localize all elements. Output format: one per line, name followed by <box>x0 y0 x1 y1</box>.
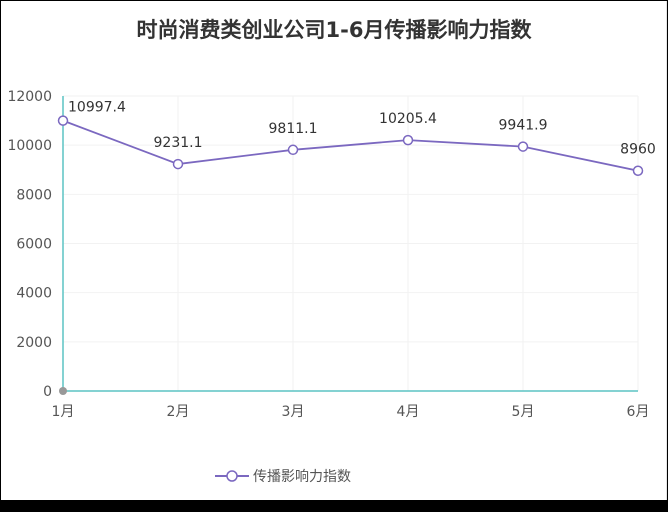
y-tick-label: 10000 <box>7 138 52 154</box>
x-tick-label: 6月 <box>627 404 650 420</box>
legend-label: 传播影响力指数 <box>253 469 351 485</box>
y-tick-label: 0 <box>43 384 52 400</box>
data-label: 9941.9 <box>499 118 548 134</box>
data-label: 9811.1 <box>269 121 318 137</box>
data-label: 9231.1 <box>154 135 203 151</box>
x-tick-label: 4月 <box>397 404 420 420</box>
data-label: 10997.4 <box>68 100 126 116</box>
data-label: 8960 <box>620 142 656 158</box>
legend[interactable]: 传播影响力指数 <box>215 466 351 486</box>
x-tick-label: 3月 <box>282 404 305 420</box>
series-line <box>62 119 639 172</box>
data-point[interactable] <box>57 115 69 126</box>
x-tick-label: 1月 <box>52 404 75 420</box>
x-tick-label: 2月 <box>167 404 190 420</box>
chart-frame <box>1 1 667 500</box>
data-point[interactable] <box>287 144 299 156</box>
data-point[interactable] <box>517 141 529 152</box>
x-tick-label: 5月 <box>512 404 535 420</box>
origin-dot <box>59 387 67 395</box>
y-tick-label: 8000 <box>16 187 52 203</box>
data-label: 10205.4 <box>379 111 437 127</box>
y-tick-label: 12000 <box>7 89 52 105</box>
chart-title: 时尚消费类创业公司1-6月传播影响力指数 <box>136 18 532 42</box>
legend-line-marker-icon <box>215 470 249 482</box>
data-point[interactable] <box>632 165 644 176</box>
y-tick-label: 2000 <box>16 335 52 351</box>
data-point[interactable] <box>172 158 184 170</box>
y-tick-label: 6000 <box>16 237 52 253</box>
data-point[interactable] <box>402 134 414 146</box>
y-tick-label: 4000 <box>16 286 52 302</box>
